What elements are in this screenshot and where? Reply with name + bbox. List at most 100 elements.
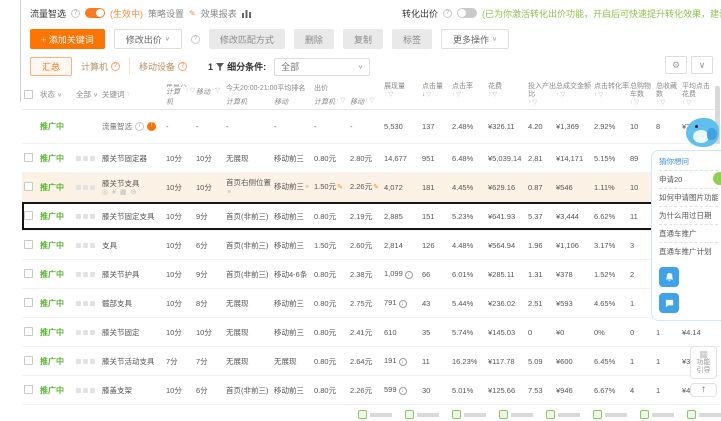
col-impressions[interactable]: 展现量 ↑▽ — [384, 83, 405, 98]
strategy-settings-link[interactable]: 策略设置 — [148, 8, 185, 19]
scrollbar[interactable] — [715, 86, 720, 144]
cell-value: 10分 — [196, 153, 212, 163]
report-icon[interactable]: ▦ — [120, 188, 127, 196]
bar-chart-icon[interactable] — [241, 9, 251, 18]
quality-pc-sort[interactable]: 计算机 ↑▽ — [166, 87, 196, 106]
smart-traffic-toggle[interactable] — [85, 8, 106, 18]
cell-value: 610 — [384, 327, 397, 337]
conversion-bid-toggle[interactable] — [457, 8, 478, 18]
help-question-link[interactable]: 为什么用过日期 — [659, 206, 718, 224]
edit-icon[interactable]: ✎ — [189, 8, 196, 18]
delete-button[interactable]: 删除 — [293, 29, 334, 49]
bell-icon[interactable] — [659, 267, 679, 287]
chat-icon[interactable] — [659, 293, 679, 313]
modify-match-button[interactable]: 修改匹配方式 — [208, 29, 285, 49]
row-checkbox[interactable] — [24, 239, 33, 249]
col-ctr[interactable]: 点击率 ↑▽ — [452, 83, 473, 98]
effect-report-link[interactable]: 效果报表 — [200, 8, 237, 19]
edit-bid-icon[interactable]: ✎ — [337, 184, 343, 191]
scope-column-header[interactable]: 全部 ∨ — [76, 90, 99, 99]
quality-mobile-sort[interactable]: 移动 ↑▽ — [196, 87, 222, 96]
table-row[interactable]: 推广中 支具 10分 6分 首页(非前三) 移动前三 1.50元 2.60元 2,814 126 4… — [22, 231, 720, 260]
view-icon[interactable]: ◎ — [102, 188, 109, 196]
col-clicks[interactable]: 点击量 ↓▽ — [422, 83, 443, 98]
gear-icon[interactable]: ⚙ — [665, 56, 687, 74]
cell-value: 10分 — [166, 385, 182, 395]
row-checkbox[interactable] — [24, 268, 33, 278]
help-question-link[interactable]: 直通车推广计划 — [659, 242, 718, 260]
help-question-link[interactable]: 如何申请图片功能 — [659, 188, 718, 206]
collapse-chevron-icon[interactable]: ∨ — [691, 56, 713, 74]
row-checkbox[interactable] — [24, 355, 33, 365]
remove-icon[interactable]: ⊖ — [130, 188, 137, 196]
col-avg-cpc[interactable]: 平均点击花费 ↑▽ — [682, 83, 710, 106]
table-row[interactable]: 推广中 膝关节固定 10分 10分 无展现 移动前三 0.80元 2.41元 610 35 5.74… — [22, 318, 720, 347]
bid-mobile-sort[interactable]: 移动 ↑▽ — [350, 97, 376, 106]
keyword-column-header[interactable]: 关键词 ↑ — [102, 90, 130, 99]
table-row[interactable]: 推广中 髋部支具 10分 8分 无展现 移动前三 0.80元 2.75元 791 ↓ 43 5.44%… — [22, 289, 720, 318]
device-icons — [76, 357, 102, 366]
col-favorites[interactable]: 总收藏数 ↑▽ — [656, 83, 677, 106]
keyword-cell[interactable]: 膝关节固定支具 — [102, 212, 166, 221]
keyword-cell[interactable]: 支具 — [102, 241, 166, 250]
cell-value: 151 — [422, 211, 435, 221]
col-cost[interactable]: 花费 ↑▽ — [488, 83, 502, 98]
add-keyword-button[interactable]: + 添加关键词 — [30, 29, 105, 49]
row-checkbox[interactable] — [24, 326, 33, 336]
row-checkbox[interactable] — [24, 181, 33, 191]
help-icon[interactable]: ? — [190, 34, 200, 44]
help-question-link[interactable]: 申请20 — [659, 170, 718, 188]
keyword-cell[interactable]: 膝关节固定 — [102, 328, 166, 337]
select-all-checkbox[interactable] — [24, 90, 33, 99]
keyword-cell[interactable]: 膝盖支架 — [102, 386, 166, 395]
tag-button[interactable]: 标签 — [391, 29, 432, 49]
legend-item — [640, 410, 674, 419]
table-row[interactable]: 推广中 膝关节固定器 10分 10分 无展现 移动前三 0.80元 2.80元 14,677 95… — [22, 144, 720, 173]
col-cvr[interactable]: 点击转化率 ↑▽ — [594, 83, 629, 98]
more-actions-button[interactable]: 更多操作 ∨ — [440, 29, 510, 49]
row-checkbox[interactable] — [24, 384, 33, 394]
keyword-cell[interactable]: 髋部支具 — [102, 299, 166, 308]
cell-value: 首页(非前三) — [226, 269, 269, 279]
table-row[interactable]: 推广中 膝关节固定支具 10分 9分 首页(非前三) 移动前三 0.80元 2.19元 2,88… — [22, 202, 720, 231]
table-row[interactable]: 推广中 膝关节活动支具 7分 7分 无展现 无展现 0.80元 2.64元 191 ↓ 11 16.2… — [22, 347, 720, 376]
row-checkbox[interactable] — [24, 210, 33, 220]
bid-pc-sort[interactable]: 计算机 ↑▽ — [314, 97, 347, 106]
legend-text — [511, 412, 533, 417]
cell-value: 35 — [422, 327, 431, 337]
status-column-header[interactable]: 状态 ∨ — [40, 90, 63, 99]
modify-bid-button[interactable]: 修改出价 ∨ — [113, 29, 182, 49]
dot-icon — [83, 184, 88, 190]
mascot-icon[interactable] — [686, 118, 719, 147]
table-row[interactable]: 推广中 膝盖支架 10分 6分 首页(非前三) 移动前三 0.80元 2.26元 599 ↓ 30 5… — [22, 376, 720, 405]
cell-value: 1 — [630, 298, 635, 308]
tab-mobile[interactable]: 移动设备? — [130, 58, 196, 75]
legend-checkbox-icon — [640, 410, 649, 419]
feature-guide-button[interactable]: ▦ 功能 引导 — [690, 346, 717, 379]
row-checkbox[interactable] — [24, 297, 33, 307]
help-icon[interactable]: ? — [71, 8, 81, 18]
col-gmv[interactable]: 总成交金额 ↑▽ — [556, 83, 591, 98]
floating-green-button[interactable] — [713, 172, 721, 185]
keyword-cell[interactable]: 膝关节固定器 — [102, 154, 166, 163]
keyword-cell[interactable]: 膝关节活动支具 — [102, 357, 166, 366]
filter-select[interactable]: 全部 ∨ — [274, 57, 371, 76]
keyword-cell[interactable]: 膝关节护具 — [102, 270, 166, 279]
col-carts[interactable]: 总购物车数 ↑▽ — [630, 83, 651, 106]
tab-summary[interactable]: 汇总 — [30, 57, 73, 76]
copy-button[interactable]: 复制 — [342, 29, 383, 49]
price-icon[interactable]: ¥ — [112, 188, 117, 196]
row-checkbox[interactable] — [24, 152, 33, 162]
table-row[interactable]: 推广中 膝关节支具 ◎ ¥ ▦ ⊖ 10分 10分 首页右侧位置≡ 移动前三≡ 1.50元✎ 2.26… — [22, 173, 720, 202]
cell-value: 126 — [422, 240, 435, 250]
help-question-link[interactable]: 直通车推广 — [659, 224, 718, 242]
col-roi[interactable]: 投入产出比 ↑▽ — [528, 83, 556, 106]
rank-menu-icon[interactable]: ≡ — [227, 188, 232, 196]
back-to-top-button[interactable]: ↑ — [690, 383, 717, 397]
edit-bid-icon[interactable]: ✎ — [373, 184, 379, 191]
help-icon[interactable]: ? — [443, 8, 453, 18]
keyword-cell[interactable]: 膝关节支具 ◎ ¥ ▦ ⊖ — [102, 179, 166, 196]
tab-pc[interactable]: 计算机? — [72, 58, 131, 75]
rank-menu-icon[interactable]: ≡ — [305, 184, 310, 191]
table-row[interactable]: 推广中 膝关节护具 10分 9分 首页(非前三) 移动4-6条 0.80元 2.38元 1,09… — [22, 260, 720, 289]
